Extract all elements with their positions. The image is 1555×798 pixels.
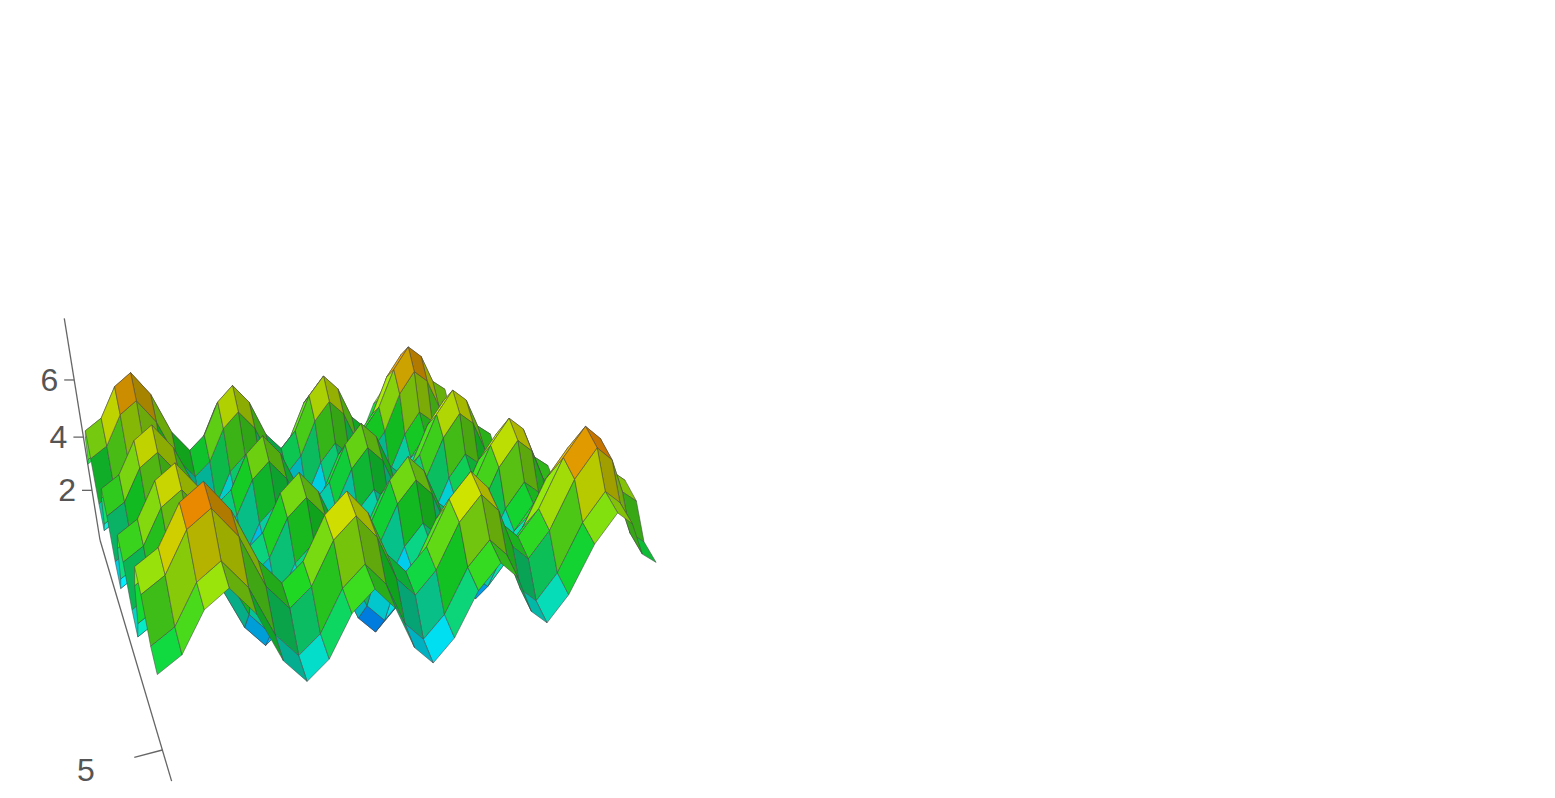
tick-labels: 2 4 6 5 bbox=[40, 362, 94, 788]
x-tick-label: 5 bbox=[77, 752, 95, 788]
surface-cell bbox=[386, 584, 414, 647]
surface-cell bbox=[309, 376, 329, 421]
surface-cell bbox=[275, 635, 307, 682]
z-tick bbox=[64, 379, 74, 380]
surface-cell bbox=[115, 373, 137, 415]
surface bbox=[85, 347, 656, 682]
x-tick bbox=[134, 750, 162, 757]
surface-cell bbox=[218, 385, 239, 428]
z-tick-label: 6 bbox=[40, 362, 58, 398]
surface-cell bbox=[197, 561, 230, 610]
z-tick-label: 2 bbox=[58, 472, 76, 508]
surface-cell bbox=[468, 540, 501, 591]
surface-cell bbox=[394, 347, 414, 394]
z-tick bbox=[82, 490, 92, 491]
z-tick bbox=[73, 436, 83, 437]
surface-chart: 2 4 6 5 bbox=[0, 0, 1555, 798]
axes bbox=[64, 318, 171, 781]
surface-cell bbox=[405, 623, 433, 663]
surface-cell bbox=[583, 492, 618, 545]
surface-cell bbox=[343, 564, 375, 613]
surface-cell bbox=[249, 588, 284, 661]
z-tick-label: 4 bbox=[50, 419, 68, 455]
